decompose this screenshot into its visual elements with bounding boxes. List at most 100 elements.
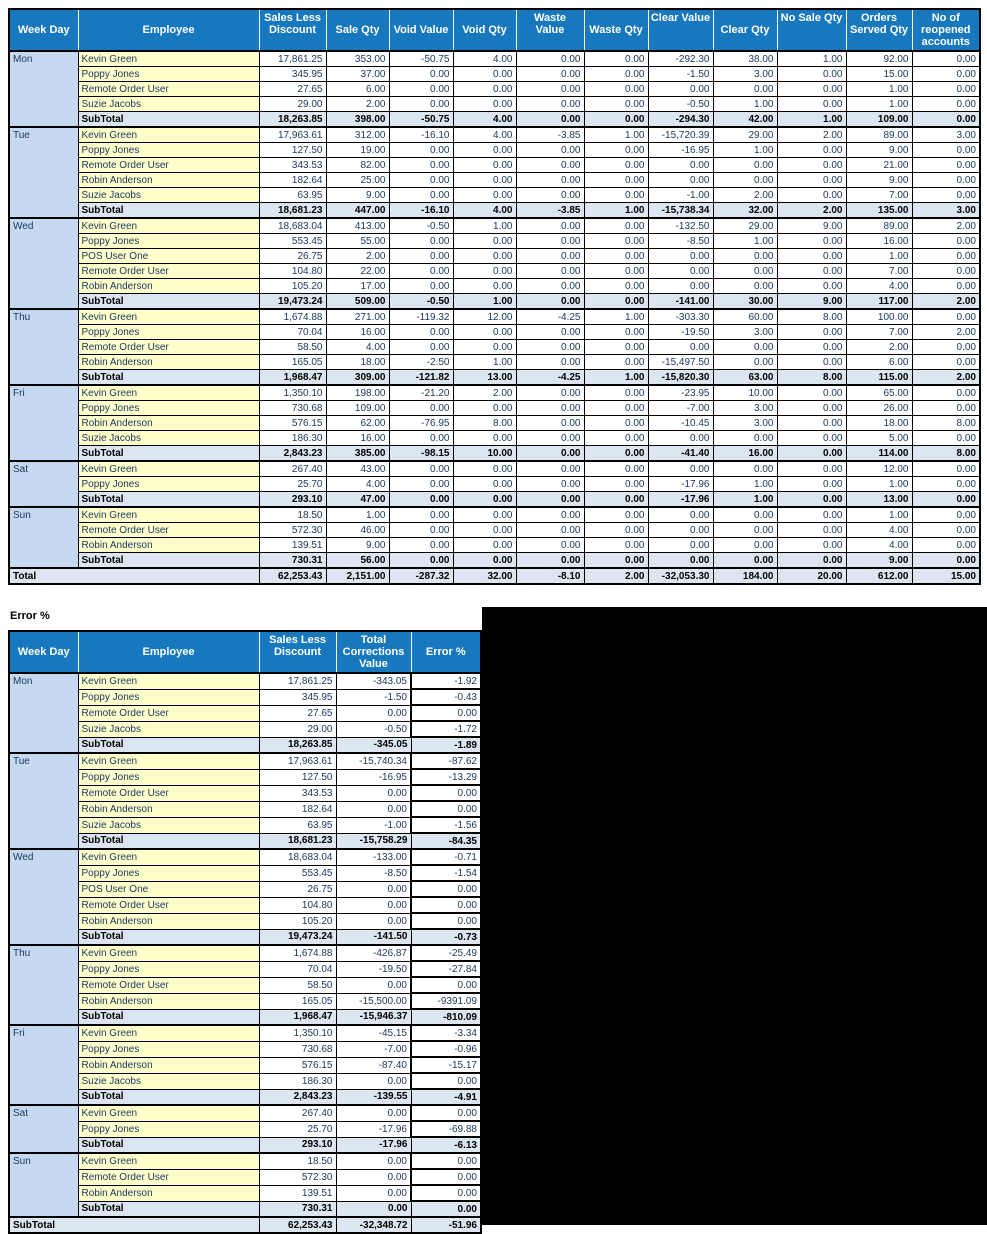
value-cell: 0.00 [583,172,649,188]
error-value-cell: 0.00 [410,800,482,818]
subtotal-value-cell: 47.00 [325,491,390,508]
employee-cell: Poppy Jones [77,476,260,492]
table-row: Remote Order User 104.80 22.00 0.00 0.00 0.00… [9,263,981,279]
value-cell: 0.00 [776,506,847,523]
value-cell: 0.00 [911,537,981,553]
error-value-cell: 0.00 [410,1104,482,1122]
value-cell: 0.00 [647,537,714,553]
subtotal-value-cell: 18,681.23 [258,202,327,219]
value-cell: 0.00 [911,384,981,401]
subtotal-value-cell: -141.00 [647,293,714,310]
value-cell: 0.00 [452,248,517,264]
value-cell: 0.00 [335,1168,412,1186]
subtotal-value-cell: 13.00 [845,491,913,508]
table-row: Poppy Jones 345.95 37.00 0.00 0.00 0.00 0.00 -1… [9,66,981,82]
value-cell: -17.96 [647,476,714,492]
value-cell: 5.00 [845,430,913,446]
value-cell: 0.00 [452,324,517,340]
value-cell: 0.00 [583,96,649,112]
table-row: Remote Order User 58.50 4.00 0.00 0.00 0.00 0.… [9,339,981,355]
header-week-day: Week Day [8,8,79,52]
subtotal-value-cell: 0.00 [583,293,649,310]
value-cell: 29.00 [712,126,778,143]
subtotal-value-cell: 0.00 [583,491,649,508]
value-cell: 0.00 [583,354,649,370]
value-cell: 10.00 [712,384,778,401]
value-cell: 0.00 [776,522,847,538]
employee-cell: Robin Anderson [77,537,260,553]
subtotal-value-cell: 56.00 [325,552,390,569]
subtotal-value-cell: 9.00 [776,293,847,310]
subtotal-value-cell: 16.00 [712,445,778,462]
value-cell: -4.25 [515,308,585,325]
total-value-cell: -32,053.30 [647,567,714,585]
value-cell: 0.00 [911,339,981,355]
table-row: Remote Order User 27.65 0.00 0.00 [9,704,482,722]
subtotal-row: SubTotal 2,843.23 385.00 -98.15 10.00 0.00 0.0… [9,445,981,462]
subtotal-label: SubTotal [77,369,260,386]
value-cell: 1.00 [845,248,913,264]
value-cell: 0.00 [712,430,778,446]
value-cell: 2.00 [325,248,390,264]
value-cell: 0.00 [712,354,778,370]
value-cell: 0.00 [515,354,585,370]
employee-cell: Suzie Jacobs [77,1072,260,1090]
value-cell: 0.00 [583,263,649,279]
value-cell: -133.00 [335,848,412,866]
subtotal-label: SubTotal [77,445,260,462]
value-cell: 0.00 [388,522,454,538]
subtotal-label: SubTotal [77,293,260,310]
employee-cell: Robin Anderson [77,1056,260,1074]
subtotal-value-cell: 0.00 [452,552,517,569]
value-cell: 1.00 [845,81,913,97]
table-row: Thu Kevin Green 1,674.88 -426.87 -25.49 [8,944,482,1026]
subtotal-value-cell: 0.00 [583,552,649,569]
subtotal-value-cell: 0.00 [583,111,649,128]
value-cell: 1.00 [712,476,778,492]
value-cell: 3.00 [712,324,778,340]
value-cell: 0.00 [776,384,847,401]
subtotal-value-cell: 1,968.47 [258,1008,337,1026]
value-cell: 0.00 [452,96,517,112]
value-cell: 0.00 [388,476,454,492]
table-row: Remote Order User 104.80 0.00 0.00 [9,896,482,914]
subtotal-value-cell: 1.00 [776,111,847,128]
employee-cell: Robin Anderson [77,800,260,818]
subtotal-label: SubTotal [77,1008,260,1026]
error-value-cell: -3.34 [410,1024,482,1042]
subtotal-value-cell: 2.00 [911,369,981,386]
subtotal-value-cell: 10.00 [452,445,517,462]
subtotal-value-cell: -15,758.29 [335,832,412,850]
value-cell: 26.75 [258,880,337,898]
value-cell: 0.00 [647,339,714,355]
total-value-cell: 2,151.00 [325,567,390,585]
value-cell: 12.00 [845,460,913,477]
value-cell: 65.00 [845,384,913,401]
table-row: Robin Anderson 576.15 62.00 -76.95 8.00 0.00 0… [9,415,981,431]
error-value-cell: -9391.09 [410,992,482,1010]
value-cell: 8.00 [911,415,981,431]
employee-cell: Remote Order User [77,1168,260,1186]
value-cell: -15,500.00 [335,992,412,1010]
value-cell: 109.00 [325,400,390,416]
value-cell: 165.05 [258,992,337,1010]
value-cell: 0.00 [911,263,981,279]
value-cell: -8.50 [647,233,714,249]
value-cell: 0.00 [515,172,585,188]
total-value-cell: -8.10 [515,567,585,585]
value-cell: 0.00 [911,522,981,538]
subtotal-value-cell: -15,738.34 [647,202,714,219]
value-cell: 0.00 [583,217,649,234]
value-cell: -16.95 [647,142,714,158]
value-cell: 267.40 [258,1104,337,1122]
value-cell: 27.65 [258,704,337,722]
value-cell: -2.50 [388,354,454,370]
header-sales-less-discount: Sales Less Discount [258,8,327,52]
subtotal-value-cell: 0.00 [515,491,585,508]
value-cell: 18,683.04 [258,848,337,866]
error-value-cell: 0.00 [410,1072,482,1090]
subtotal-value-cell: 3.00 [911,202,981,219]
value-cell: 9.00 [325,187,390,203]
subtotal-value-cell: 0.00 [911,491,981,508]
value-cell: -7.00 [335,1040,412,1058]
